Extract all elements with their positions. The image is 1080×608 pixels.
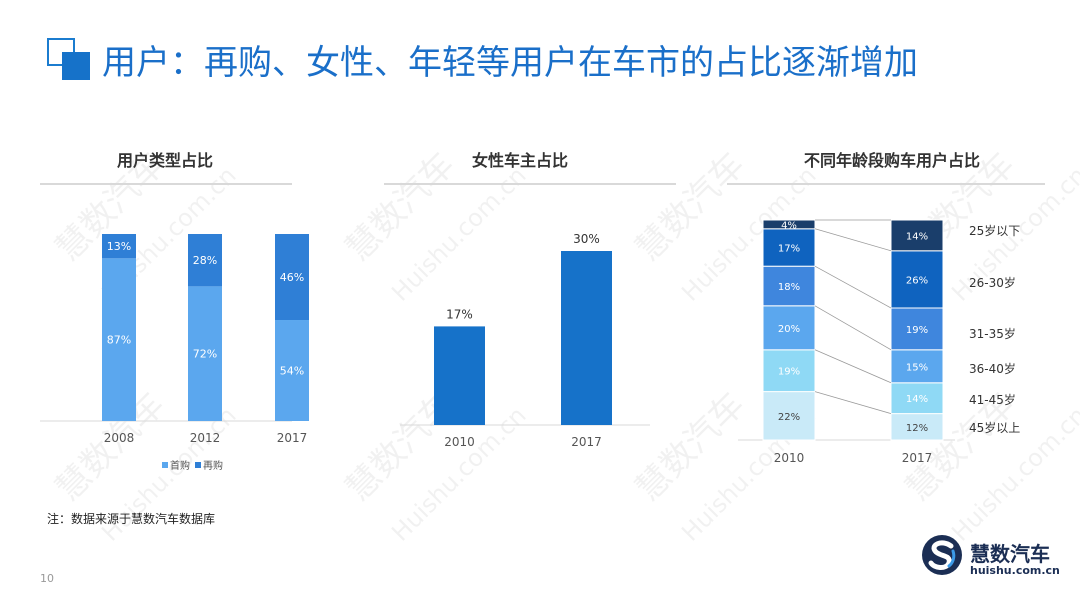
chart1-data-label: 87% [107, 334, 131, 347]
chart3-connector-line [814, 265, 892, 309]
chart3-data-label: 18% [778, 282, 800, 293]
chart3-connector-line [814, 391, 892, 414]
brand-logo-icon [922, 535, 962, 575]
chart3-bar-segment [890, 250, 944, 309]
chart1-bar-segment [188, 286, 222, 421]
chart1-bar-segment [102, 234, 136, 259]
chart1-legend-swatch [162, 462, 168, 468]
chart3-legend-label: 45岁以上 [969, 420, 1020, 435]
chart3-legend-label: 31-35岁 [969, 326, 1016, 341]
chart3-data-label: 14% [906, 231, 928, 242]
chart1-legend-label: 首购 [170, 459, 190, 472]
chart3-legend-label: 41-45岁 [969, 392, 1016, 407]
chart3-bar-segment [762, 219, 816, 230]
chart1-data-label: 13% [107, 240, 131, 253]
chart3-data-label: 19% [906, 325, 928, 336]
chart3-bar-segment [890, 307, 944, 351]
chart3-data-label: 20% [778, 324, 800, 335]
chart3-bar-segment [762, 349, 816, 393]
chart1-x-tick-label: 2017 [277, 431, 308, 445]
chart1-legend-swatch [195, 462, 201, 468]
chart3-data-label: 22% [778, 412, 800, 423]
chart3-data-label: 17% [778, 244, 800, 255]
chart3-data-label: 14% [906, 394, 928, 405]
chart3-bar-segment [762, 228, 816, 267]
chart3-data-label: 12% [906, 423, 928, 434]
chart1-data-label: 54% [280, 365, 304, 378]
chart3-data-label: 19% [778, 367, 800, 378]
chart1-data-label: 46% [280, 271, 304, 284]
chart3-bar-segment [890, 413, 944, 441]
chart3-bar-segment [890, 349, 944, 384]
chart1-bar-segment [188, 234, 222, 287]
chart2-data-label: 30% [573, 232, 600, 246]
brand-name: 慧数汽车 [970, 542, 1050, 566]
chart3-data-label: 4% [781, 220, 797, 231]
chart2-bar [434, 326, 485, 425]
chart2-x-tick-label: 2017 [571, 435, 602, 449]
chart1-bar-segment [275, 234, 309, 321]
chart2-data-label: 17% [446, 307, 473, 321]
chart1-legend-label: 再购 [203, 459, 223, 472]
chart1-rule [40, 183, 292, 185]
chart3-bar-segment [762, 265, 816, 307]
chart3-x-tick-label: 2017 [902, 451, 933, 465]
chart1-x-tick-label: 2008 [104, 431, 135, 445]
chart3-bar-segment [762, 305, 816, 351]
chart1-bar-segment [275, 320, 309, 421]
data-source-note: 注：数据来源于慧数汽车数据库 [47, 512, 216, 526]
chart3-data-label: 26% [906, 275, 928, 286]
chart1-bar-segment [102, 258, 136, 421]
chart3-data-label: 15% [906, 362, 928, 373]
chart2-title: 女性车主占比 [471, 151, 568, 170]
chart2-x-tick-label: 2010 [444, 435, 475, 449]
chart3-connector-line [814, 228, 892, 252]
chart3-legend-label: 36-40岁 [969, 361, 1016, 376]
slide-title: 用户：再购、女性、年轻等用户在车市的占比逐渐增加 [102, 43, 918, 83]
title-decoration-fill [62, 52, 90, 80]
chart3-bar-segment [890, 219, 944, 252]
chart3-legend-label: 25岁以下 [969, 223, 1020, 238]
brand-url: huishu.com.cn [970, 564, 1060, 577]
chart1-data-label: 28% [193, 254, 217, 267]
chart3-connector-line [814, 349, 892, 384]
chart3-rule [727, 183, 1045, 185]
chart2-bar [561, 251, 612, 425]
chart3-legend-label: 26-30岁 [969, 275, 1016, 290]
chart3-connector-line [814, 305, 892, 351]
page-number: 10 [40, 572, 54, 585]
chart1-data-label: 72% [193, 348, 217, 361]
chart1-x-tick-label: 2012 [190, 431, 221, 445]
chart3-x-tick-label: 2010 [774, 451, 805, 465]
chart2-rule [384, 183, 676, 185]
chart3-title: 不同年龄段购车用户占比 [803, 151, 980, 170]
chart1-title: 用户类型占比 [116, 151, 213, 170]
chart3-bar-segment [762, 391, 816, 441]
